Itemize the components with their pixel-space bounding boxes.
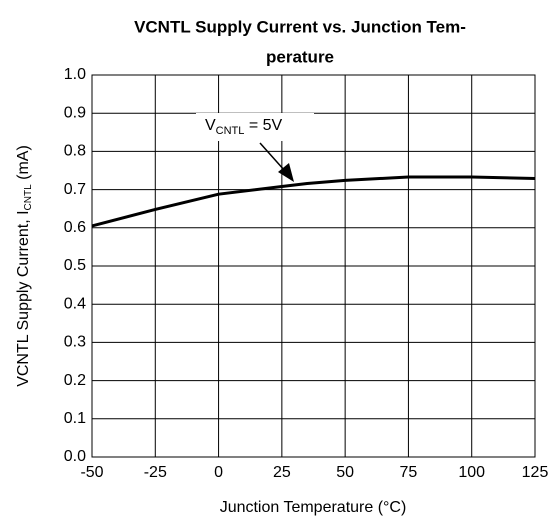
annotation-sub: CNTL <box>216 125 245 137</box>
x-axis-label: Junction Temperature (°C) <box>220 499 407 516</box>
y-tick-label: 0.5 <box>64 257 86 274</box>
annotation-bg <box>196 113 314 141</box>
y-tick-label: 0.4 <box>64 295 86 312</box>
y-tick-label: 0.3 <box>64 334 86 351</box>
chart-title: perature <box>266 47 334 66</box>
x-tick-label: 75 <box>400 464 418 481</box>
y-tick-label: 0.0 <box>64 448 86 465</box>
y-axis-label-main: VCNTL Supply Current, I <box>15 210 32 386</box>
y-tick-label: 0.1 <box>64 410 86 427</box>
y-tick-label: 0.9 <box>64 104 86 121</box>
y-tick-label: 1.0 <box>64 66 86 83</box>
plot-border <box>91 74 536 458</box>
x-tick-label: -25 <box>144 464 167 481</box>
y-axis-label: VCNTL Supply Current, ICNTL (mA) <box>15 145 33 387</box>
y-axis-label-unit: (mA) <box>15 145 32 184</box>
annotation-rest: = 5V <box>244 117 282 134</box>
y-tick-label: 0.2 <box>64 372 86 389</box>
chart-title: VCNTL Supply Current vs. Junction Tem- <box>134 17 466 36</box>
annotation: VCNTL = 5V <box>205 117 283 137</box>
y-axis-label-sub: CNTL <box>23 184 34 211</box>
x-tick-label: 125 <box>522 464 549 481</box>
line-series <box>91 175 536 228</box>
x-tick-label: 0 <box>214 464 223 481</box>
y-tick-label: 0.6 <box>64 219 86 236</box>
x-tick-label: 100 <box>458 464 485 481</box>
x-tick-label: -50 <box>80 464 103 481</box>
y-tick-label: 0.7 <box>64 181 86 198</box>
y-tick-label: 0.8 <box>64 143 86 160</box>
annotation-arrow <box>259 142 286 172</box>
x-tick-label: 50 <box>336 464 354 481</box>
annotation-main: V <box>205 117 216 134</box>
x-tick-label: 25 <box>273 464 291 481</box>
annotation-arrowhead <box>278 163 294 182</box>
